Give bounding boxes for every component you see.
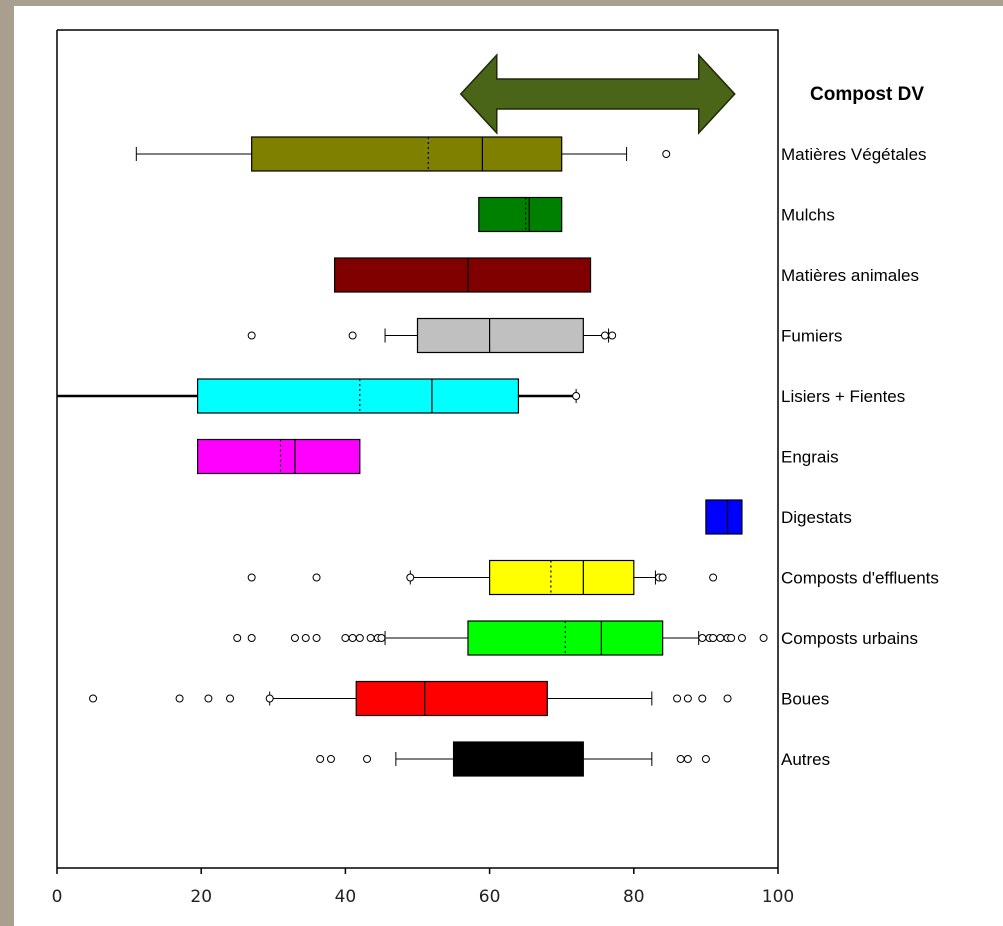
outlier-point [608, 331, 617, 340]
compost-dv-label: Compost DV [810, 84, 924, 105]
x-tick-label: 20 [190, 887, 212, 907]
chart-frame: 0 20 40 60 80 100 Compost DV Matières Végétales… [14, 6, 1003, 926]
box [196, 378, 520, 414]
outlier-point [683, 694, 692, 703]
plot-border [57, 29, 779, 868]
category-label: Mulchs [781, 206, 835, 225]
outlier-point [698, 634, 707, 642]
category-label: Matières animales [781, 266, 919, 285]
category-label: Engrais [781, 448, 839, 467]
outlier-point [363, 755, 372, 763]
outlier-point [716, 634, 725, 642]
x-tick-label: 40 [335, 887, 357, 907]
outlier-point [301, 634, 310, 642]
outlier-point [701, 755, 710, 763]
outlier-point [233, 634, 242, 642]
box [705, 499, 743, 535]
category-label: Boues [781, 690, 829, 709]
outlier-point [89, 694, 98, 703]
box [489, 559, 635, 596]
outlier-point [247, 634, 256, 642]
outlier-point [265, 694, 274, 703]
outlier-point [723, 694, 732, 703]
category-label: Lisiers + Fientes [781, 387, 905, 406]
box [355, 680, 548, 717]
box [478, 196, 563, 233]
outlier-point [247, 331, 256, 340]
outlier-point [348, 634, 357, 642]
outlier-point [312, 573, 321, 582]
outlier-point [727, 634, 736, 642]
outlier-point [673, 694, 682, 703]
x-tick-label: 0 [52, 887, 63, 907]
box [251, 136, 563, 172]
category-label: Autres [781, 750, 830, 769]
outlier-point [662, 150, 671, 158]
outlier-point [709, 573, 718, 582]
x-tick-label: 60 [479, 887, 501, 907]
outlier-point [247, 573, 256, 582]
outlier-point [316, 755, 325, 763]
outlier-point [341, 634, 350, 642]
outlier-point [348, 331, 357, 340]
outlier-point [676, 755, 685, 763]
outlier-point [326, 755, 335, 763]
outlier-point [658, 573, 667, 582]
category-label: Digestats [781, 508, 852, 527]
outlier-point [226, 694, 235, 703]
outlier-point [572, 392, 581, 400]
outlier-point [406, 573, 415, 582]
outlier-point [175, 694, 184, 703]
outlier-point [709, 634, 718, 642]
compost-dv-arrow [459, 53, 736, 135]
outlier-point [355, 634, 364, 642]
box [416, 317, 584, 354]
outlier-point [366, 634, 375, 642]
box [452, 741, 584, 777]
outlier-point [698, 694, 707, 703]
outlier-point [759, 634, 768, 642]
x-tick-label: 80 [623, 887, 645, 907]
category-label: Composts urbains [781, 629, 918, 648]
outlier-point [290, 634, 299, 642]
x-tick-label: 100 [762, 887, 794, 907]
outlier-point [204, 694, 213, 703]
outlier-point [737, 634, 746, 642]
outlier-point [600, 331, 609, 340]
boxplot-chart: 0 20 40 60 80 100 Compost DV Matières Végétales… [52, 29, 939, 907]
category-label: Fumiers [781, 327, 842, 346]
outlier-point [377, 634, 386, 642]
category-label: Matières Végétales [781, 145, 927, 164]
box [196, 438, 361, 475]
outlier-point [683, 755, 692, 763]
box [333, 257, 592, 293]
category-label: Composts d'effluents [781, 569, 939, 588]
outlier-point [312, 634, 321, 642]
